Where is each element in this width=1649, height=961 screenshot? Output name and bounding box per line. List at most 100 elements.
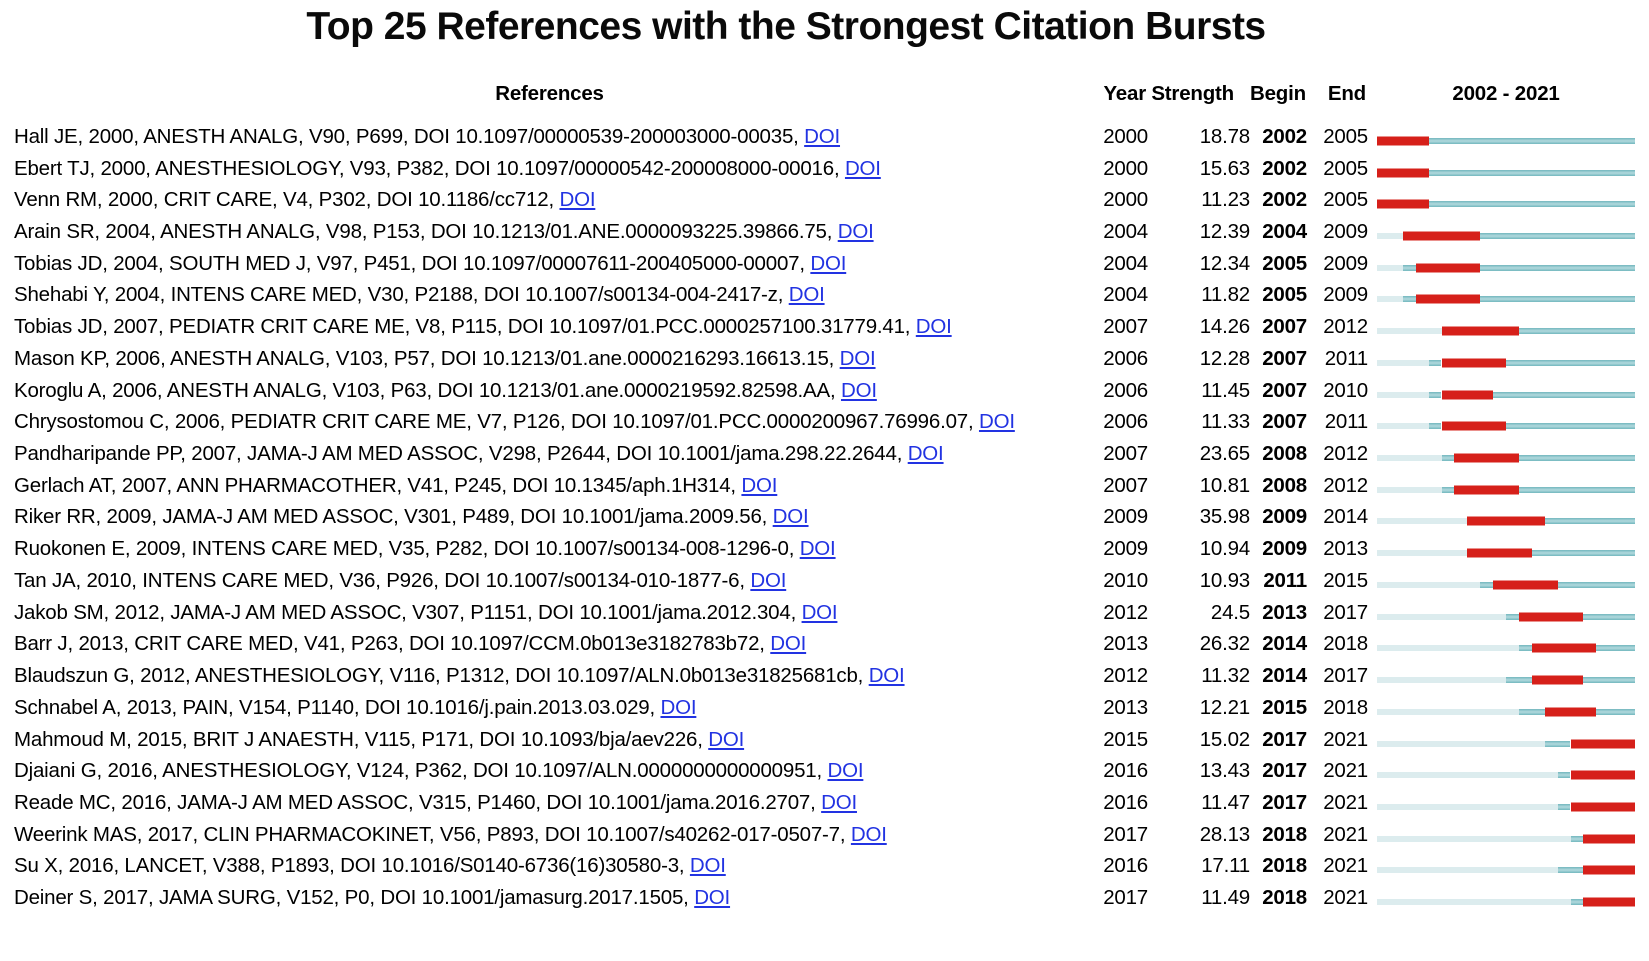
reference-text: Mahmoud M, 2015, BRIT J ANAESTH, V115, P… bbox=[14, 727, 703, 751]
burst-segment bbox=[1377, 168, 1429, 178]
begin-cell: 2007 bbox=[1262, 315, 1307, 339]
end-cell: 2015 bbox=[1323, 568, 1368, 592]
doi-link[interactable]: DOI bbox=[850, 822, 887, 846]
reference-cell: Ebert TJ, 2000, ANESTHESIOLOGY, V93, P38… bbox=[14, 157, 1085, 181]
reference-text: Blaudszun G, 2012, ANESTHESIOLOGY, V116,… bbox=[14, 664, 864, 688]
table-row: Gerlach AT, 2007, ANN PHARMACOTHER, V41,… bbox=[14, 470, 1635, 502]
strength-cell: 24.5 bbox=[1210, 600, 1250, 624]
doi-link[interactable]: DOI bbox=[559, 188, 596, 212]
burst-segment bbox=[1570, 770, 1635, 780]
burst-timeline-bar bbox=[1377, 153, 1635, 185]
reference-cell: Arain SR, 2004, ANESTH ANALG, V98, P153,… bbox=[14, 220, 1085, 244]
end-cell: 2012 bbox=[1323, 442, 1368, 466]
begin-cell: 2011 bbox=[1263, 568, 1307, 592]
pre-publication-segment bbox=[1377, 296, 1403, 303]
page-title: Top 25 References with the Strongest Cit… bbox=[306, 5, 1266, 48]
doi-link[interactable]: DOI bbox=[660, 695, 697, 719]
timeline-segment bbox=[1402, 296, 1416, 303]
doi-link[interactable]: DOI bbox=[907, 442, 944, 466]
reference-text: Deiner S, 2017, JAMA SURG, V152, P0, DOI… bbox=[14, 886, 689, 910]
burst-timeline-bar bbox=[1377, 851, 1635, 883]
header-strength: Strength bbox=[1151, 82, 1234, 105]
reference-text: Reade MC, 2016, JAMA-J AM MED ASSOC, V31… bbox=[14, 790, 816, 814]
doi-link[interactable]: DOI bbox=[708, 727, 745, 751]
doi-link[interactable]: DOI bbox=[868, 664, 905, 688]
table-row: Tan JA, 2010, INTENS CARE MED, V36, P926… bbox=[14, 565, 1635, 597]
begin-cell: 2017 bbox=[1262, 790, 1307, 814]
timeline-segment bbox=[1506, 359, 1635, 366]
begin-cell: 2018 bbox=[1262, 822, 1307, 846]
doi-link[interactable]: DOI bbox=[788, 283, 825, 307]
timeline-segment bbox=[1428, 169, 1635, 176]
doi-link[interactable]: DOI bbox=[694, 886, 731, 910]
timeline-segment bbox=[1583, 613, 1635, 620]
doi-link[interactable]: DOI bbox=[750, 568, 787, 592]
end-cell: 2017 bbox=[1323, 600, 1368, 624]
table-row: Hall JE, 2000, ANESTH ANALG, V90, P699, … bbox=[14, 121, 1635, 153]
burst-segment bbox=[1454, 485, 1519, 495]
timeline-segment bbox=[1480, 233, 1635, 240]
begin-cell: 2008 bbox=[1262, 473, 1307, 497]
doi-link[interactable]: DOI bbox=[810, 251, 847, 275]
year-cell: 2017 bbox=[1103, 886, 1148, 910]
burst-segment bbox=[1441, 421, 1506, 431]
doi-link[interactable]: DOI bbox=[978, 410, 1015, 434]
doi-link[interactable]: DOI bbox=[799, 537, 836, 561]
timeline-segment bbox=[1428, 359, 1442, 366]
doi-link[interactable]: DOI bbox=[770, 632, 807, 656]
begin-cell: 2007 bbox=[1262, 378, 1307, 402]
doi-link[interactable]: DOI bbox=[837, 220, 874, 244]
reference-text: Tobias JD, 2007, PEDIATR CRIT CARE ME, V… bbox=[14, 315, 911, 339]
doi-link[interactable]: DOI bbox=[804, 124, 841, 148]
begin-cell: 2005 bbox=[1262, 283, 1307, 307]
strength-cell: 18.78 bbox=[1199, 124, 1251, 148]
timeline-segment bbox=[1570, 835, 1584, 842]
burst-timeline-bar bbox=[1377, 533, 1635, 565]
strength-cell: 11.23 bbox=[1201, 188, 1250, 212]
table-row: Tobias JD, 2004, SOUTH MED J, V97, P451,… bbox=[14, 248, 1635, 280]
reference-text: Weerink MAS, 2017, CLIN PHARMACOKINET, V… bbox=[14, 822, 846, 846]
column-header-row: References Year Strength Begin End 2002 … bbox=[14, 82, 1635, 106]
doi-link[interactable]: DOI bbox=[821, 790, 857, 814]
burst-segment bbox=[1493, 580, 1558, 590]
burst-timeline-bar bbox=[1377, 311, 1635, 343]
doi-link[interactable]: DOI bbox=[827, 759, 864, 783]
burst-timeline-bar bbox=[1377, 629, 1635, 661]
pre-publication-segment bbox=[1377, 740, 1545, 747]
end-cell: 2005 bbox=[1323, 124, 1368, 148]
begin-cell: 2005 bbox=[1262, 251, 1307, 275]
timeline-segment bbox=[1428, 201, 1635, 208]
end-cell: 2021 bbox=[1323, 727, 1368, 751]
timeline-segment bbox=[1544, 518, 1635, 525]
doi-link[interactable]: DOI bbox=[915, 315, 952, 339]
begin-cell: 2017 bbox=[1262, 727, 1307, 751]
year-cell: 2009 bbox=[1103, 505, 1148, 529]
timeline-segment bbox=[1441, 455, 1455, 462]
begin-cell: 2017 bbox=[1262, 759, 1307, 783]
reference-cell: Barr J, 2013, CRIT CARE MED, V41, P263, … bbox=[14, 632, 1085, 656]
year-cell: 2000 bbox=[1103, 124, 1148, 148]
reference-text: Ruokonen E, 2009, INTENS CARE MED, V35, … bbox=[14, 537, 795, 561]
strength-cell: 26.32 bbox=[1199, 632, 1251, 656]
begin-cell: 2013 bbox=[1262, 600, 1307, 624]
doi-link[interactable]: DOI bbox=[844, 156, 881, 180]
doi-link[interactable]: DOI bbox=[689, 854, 726, 878]
doi-link[interactable]: DOI bbox=[839, 346, 876, 370]
timeline-segment bbox=[1428, 391, 1442, 398]
year-cell: 2007 bbox=[1103, 315, 1148, 339]
doi-link[interactable]: DOI bbox=[741, 473, 778, 497]
reference-text: Koroglu A, 2006, ANESTH ANALG, V103, P63… bbox=[14, 378, 836, 402]
reference-text: Su X, 2016, LANCET, V388, P1893, DOI 10.… bbox=[14, 854, 685, 878]
end-cell: 2012 bbox=[1323, 473, 1368, 497]
doi-link[interactable]: DOI bbox=[772, 505, 809, 529]
timeline-segment bbox=[1557, 867, 1584, 874]
burst-segment bbox=[1531, 643, 1597, 653]
timeline-segment bbox=[1531, 550, 1635, 557]
doi-link[interactable]: DOI bbox=[801, 600, 838, 624]
table-row: Deiner S, 2017, JAMA SURG, V152, P0, DOI… bbox=[14, 882, 1635, 914]
burst-timeline-bar bbox=[1377, 248, 1635, 280]
burst-timeline-bar bbox=[1377, 755, 1635, 787]
table-row: Shehabi Y, 2004, INTENS CARE MED, V30, P… bbox=[14, 280, 1635, 312]
doi-link[interactable]: DOI bbox=[840, 378, 877, 402]
begin-cell: 2018 bbox=[1262, 854, 1307, 878]
